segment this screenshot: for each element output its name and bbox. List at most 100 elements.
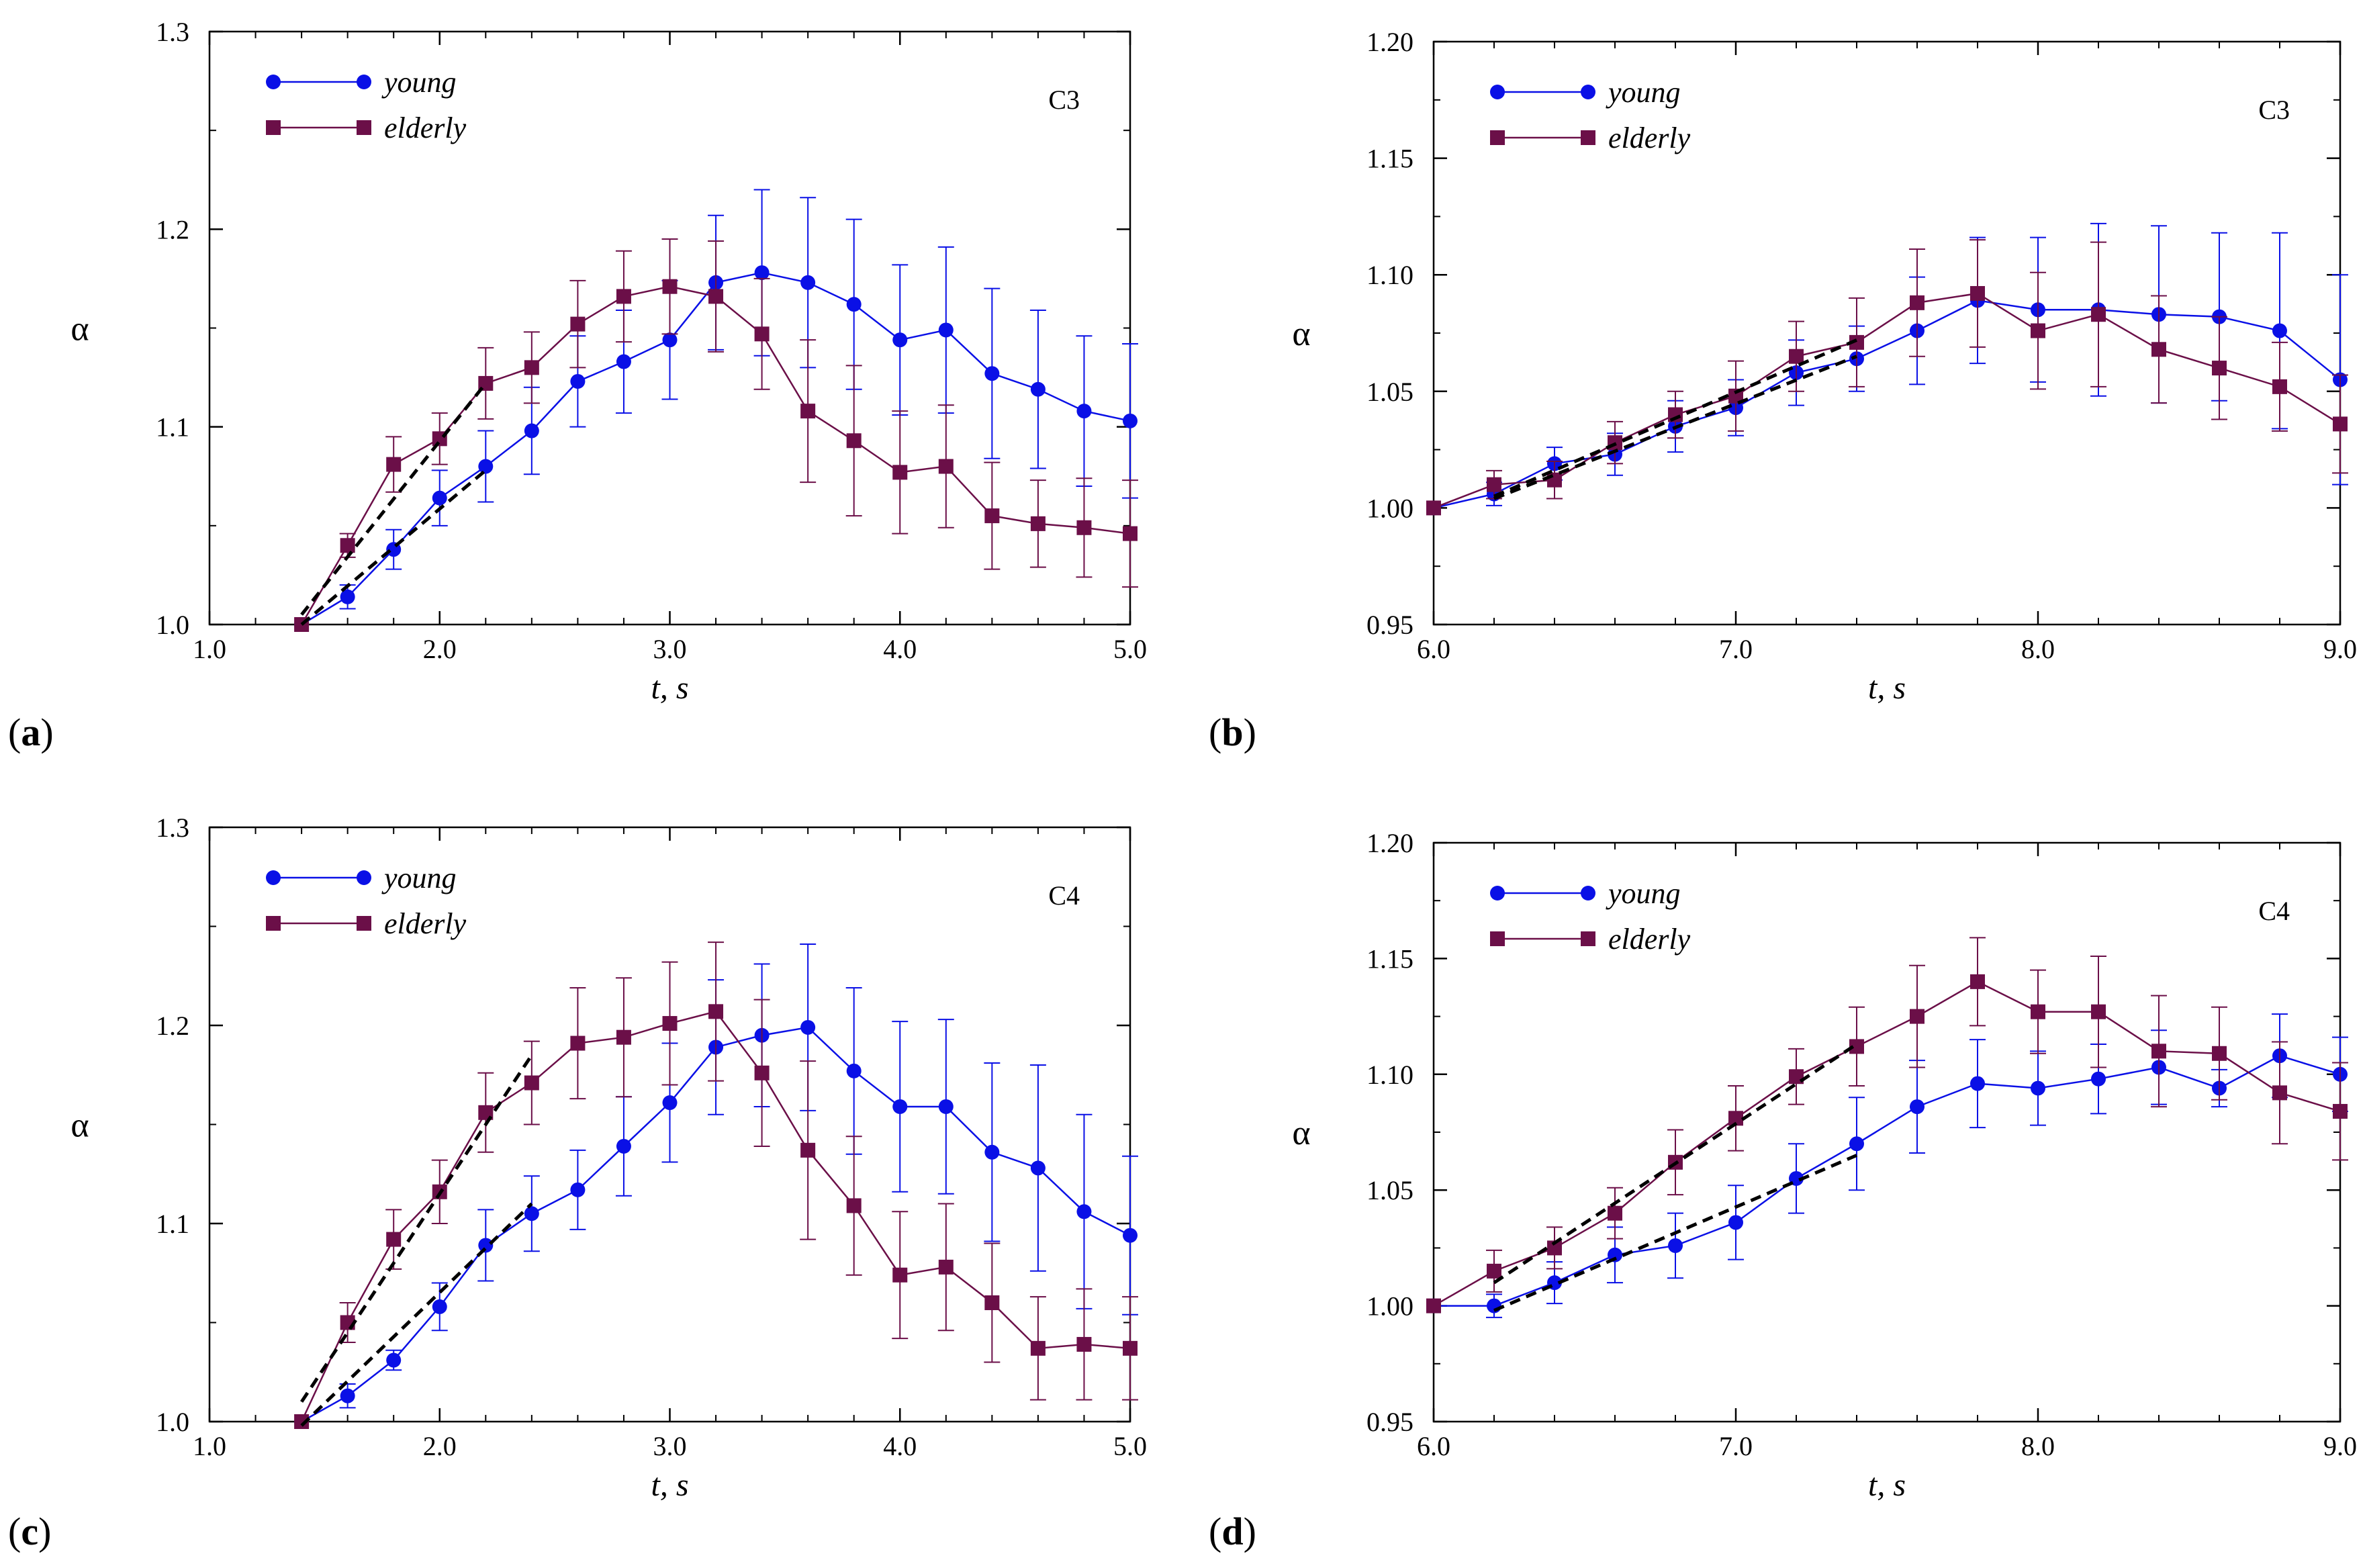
data-point-elderly — [1487, 1263, 1501, 1279]
data-point-young — [340, 1388, 355, 1403]
x-axis-title: t, s — [1868, 1467, 1906, 1503]
data-point-elderly — [2031, 323, 2045, 338]
plot-frame — [1432, 40, 2341, 626]
y-tick-label: 1.20 — [1366, 27, 1413, 57]
fit-line — [1493, 1042, 1858, 1285]
chart-panel-c: 1.0 2.0 3.0 4.0 5.0 1.0 1.1 1.2 1.3 t, s α young eld… — [8, 813, 1147, 1553]
data-point-elderly — [2091, 307, 2106, 322]
data-point-elderly — [294, 1414, 310, 1429]
data-point-young — [1030, 381, 1046, 397]
data-point-elderly — [938, 1259, 954, 1275]
chart-panel-a: 1.0 2.0 3.0 4.0 5.0 1.0 1.1 1.2 1.3 t, s α young eld… — [8, 17, 1147, 754]
data-point-elderly — [846, 433, 862, 449]
data-point-young — [1728, 1215, 1743, 1230]
data-point-elderly — [1789, 349, 1804, 364]
panel-label: (b) — [1209, 710, 1256, 754]
legend-marker-elderly — [1581, 931, 1595, 946]
legend-marker-elderly — [1490, 931, 1505, 946]
data-point-elderly — [1910, 1009, 1925, 1024]
data-point-elderly — [984, 1295, 1000, 1310]
legend-marker-young — [1581, 85, 1595, 99]
data-point-elderly — [1426, 500, 1441, 516]
y-axis-title: α — [71, 310, 89, 349]
x-tick-label: 1.0 — [193, 634, 226, 664]
data-point-elderly — [2272, 1085, 2287, 1101]
x-axis-title: t, s — [651, 670, 688, 706]
y-tick-label: 1.0 — [156, 610, 189, 640]
fit-line — [1493, 1154, 1857, 1312]
x-tick-label: 6.0 — [1417, 1431, 1450, 1461]
data-point-elderly — [1547, 1240, 1562, 1256]
data-point-young — [938, 322, 954, 338]
data-point-elderly — [1970, 974, 1985, 989]
legend-marker-elderly — [1581, 130, 1595, 145]
x-tick-label: 3.0 — [653, 1431, 687, 1461]
data-point-elderly — [2031, 1004, 2045, 1019]
chart-panel-d: 6.0 7.0 8.0 9.0 0.95 1.00 1.05 1.10 1.15 1.20 t, s… — [1209, 828, 2357, 1553]
legend: young elderly — [266, 66, 467, 144]
x-tick-label: 4.0 — [883, 634, 917, 664]
data-point-young — [662, 332, 678, 348]
data-point-elderly — [1547, 472, 1562, 488]
data-point-elderly — [1487, 477, 1501, 492]
channel-label: C4 — [1048, 880, 1080, 911]
data-point-elderly — [1123, 1340, 1138, 1356]
legend: young elderly — [266, 862, 467, 940]
data-point-elderly — [846, 1198, 862, 1213]
data-point-young — [1487, 1298, 1501, 1313]
data-point-young — [984, 366, 1000, 381]
data-point-elderly — [2272, 379, 2287, 394]
data-point-elderly — [1076, 520, 1092, 535]
data-point-young — [800, 275, 816, 290]
y-axis-title: α — [1292, 1114, 1310, 1152]
plot-frame — [1432, 841, 2341, 1423]
data-point-elderly — [2212, 1046, 2227, 1061]
data-point-elderly — [892, 465, 908, 480]
series-line-elderly — [1433, 980, 2341, 1307]
y-tick-label: 1.0 — [156, 1407, 189, 1437]
x-tick-label: 5.0 — [1113, 634, 1147, 664]
y-tick-label: 1.15 — [1366, 943, 1413, 974]
y-tick-label: 1.3 — [156, 813, 189, 843]
data-point-young — [892, 332, 908, 348]
legend-label-young: young — [381, 66, 457, 99]
data-point-young — [1123, 1228, 1138, 1243]
data-point-young — [2091, 1071, 2106, 1087]
data-point-young — [984, 1144, 1000, 1160]
fit-line — [1493, 355, 1857, 500]
data-point-elderly — [1030, 1340, 1046, 1356]
x-tick-label: 9.0 — [2323, 1431, 2357, 1461]
fit-line — [300, 1054, 533, 1403]
x-tick-label: 9.0 — [2323, 634, 2357, 664]
data-point-elderly — [2333, 416, 2348, 432]
y-tick-label: 1.00 — [1366, 493, 1413, 523]
x-tick-label: 8.0 — [2021, 1431, 2055, 1461]
data-point-elderly — [386, 457, 402, 472]
data-point-elderly — [1076, 1336, 1092, 1352]
legend-marker-elderly — [357, 916, 371, 931]
y-tick-label: 1.1 — [156, 1209, 189, 1239]
data-point-young — [892, 1099, 908, 1114]
y-tick-label: 1.10 — [1366, 260, 1413, 290]
series-elderly — [294, 941, 1138, 1429]
data-point-elderly — [1608, 1205, 1622, 1221]
chart-panel-b: 6.0 7.0 8.0 9.0 0.95 1.00 1.05 1.10 1.15 1.20 t, s… — [1209, 27, 2357, 754]
data-point-elderly — [1030, 516, 1046, 531]
legend-label-young: young — [381, 862, 457, 894]
x-tick-label: 2.0 — [423, 634, 457, 664]
panel-letter: a — [21, 710, 40, 754]
y-tick-label: 0.95 — [1366, 1407, 1413, 1437]
data-point-elderly — [1728, 1111, 1743, 1126]
series-line-young — [1433, 299, 2341, 509]
data-point-elderly — [616, 1029, 631, 1045]
legend-label-young: young — [1606, 877, 1681, 910]
data-point-elderly — [938, 459, 954, 474]
data-point-young — [432, 490, 447, 506]
legend-label-elderly: elderly — [384, 111, 467, 144]
data-point-young — [662, 1095, 678, 1111]
legend-label-elderly: elderly — [1608, 923, 1691, 956]
data-point-young — [432, 1299, 447, 1314]
x-tick-label: 4.0 — [883, 1431, 917, 1461]
data-point-young — [938, 1099, 954, 1114]
